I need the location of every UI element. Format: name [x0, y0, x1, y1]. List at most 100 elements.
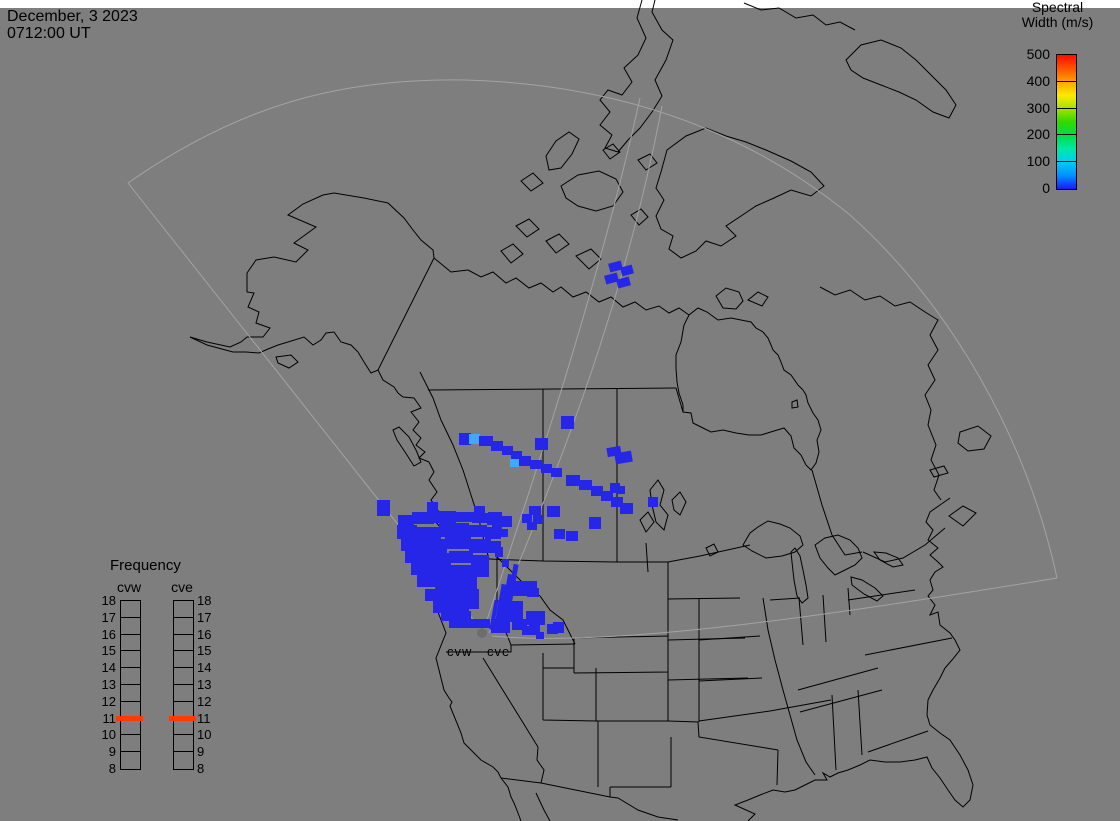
echo-cell: [561, 416, 574, 429]
echo-cell: [437, 577, 461, 589]
echo-cell: [491, 441, 503, 451]
echo-cell: [601, 491, 613, 501]
echo-cell: [405, 551, 425, 563]
echo-cell: [530, 460, 542, 469]
echo-cell: [415, 527, 441, 539]
frequency-tick-label: 8: [197, 761, 205, 776]
colorbar-tick-label: 500: [1026, 46, 1050, 62]
frequency-scale-line: [174, 684, 193, 685]
colorbar-title: Spectral Width (m/s): [1000, 0, 1115, 30]
echo-cell: [445, 537, 471, 549]
echo-cell: [535, 438, 548, 450]
echo-cell: [471, 555, 489, 567]
frequency-scale-line: [121, 684, 140, 685]
colorbar-segment-line: [1057, 161, 1076, 162]
frequency-tick-label: 8: [108, 761, 116, 776]
echo-cell: [610, 483, 620, 493]
echo-cell: [500, 529, 508, 537]
echo-cell: [579, 480, 592, 490]
echo-cell: [467, 525, 487, 537]
frequency-scale-line: [121, 667, 140, 668]
echo-cell: [467, 599, 479, 609]
fov-cve-south-edge: [491, 577, 1058, 639]
colorbar-segment-line: [1057, 134, 1076, 135]
frequency-tick-label: 11: [102, 710, 117, 726]
frequency-marker-cvw: [116, 715, 143, 721]
echo-cell: [401, 537, 419, 551]
frequency-tick-label: 17: [101, 609, 116, 625]
echo-cell: [441, 611, 459, 621]
echo-cell: [547, 624, 558, 634]
echo-cell: [498, 516, 512, 527]
frequency-tick-label: 9: [108, 744, 116, 760]
echo-cell: [536, 632, 544, 639]
time-text: 0712:00 UT: [7, 25, 91, 42]
frequency-scale-line: [174, 701, 193, 702]
frequency-tick-label: 12: [197, 693, 212, 709]
echo-cell: [425, 589, 447, 601]
echo-cell: [431, 565, 457, 577]
frequency-scale-line: [174, 617, 193, 618]
echo-cell: [505, 601, 523, 622]
colorbar-tick-label: 200: [1026, 126, 1050, 143]
echo-cell: [495, 547, 503, 557]
echo-cell: [472, 513, 490, 523]
echo-cell: [529, 506, 541, 515]
echo-cell: [488, 512, 502, 523]
colorbar-tick-label: 0: [1042, 180, 1050, 196]
echo-cell: [620, 264, 634, 277]
colorbar-tick-label: 100: [1026, 153, 1050, 170]
frequency-legend-title: Frequency: [110, 557, 181, 574]
timestamp-block: December, 3 2023 0712:00 UT: [7, 8, 138, 42]
frequency-scale-line: [174, 634, 193, 635]
echo-cell: [527, 522, 537, 530]
echo-cell: [566, 475, 580, 486]
echo-cell: [614, 450, 633, 465]
map-radar-label-cvw: cvw: [447, 644, 473, 659]
echo-cell: [591, 486, 603, 496]
frequency-tick-label: 15: [101, 643, 116, 659]
frequency-scale-line: [121, 617, 140, 618]
frequency-tick-label: 14: [101, 660, 116, 676]
echo-cell: [620, 503, 633, 514]
plot-background: [0, 8, 1120, 821]
colorbar-tick-label: 300: [1026, 99, 1050, 116]
frequency-tick-label: 15: [197, 643, 212, 659]
echo-cell: [459, 577, 477, 589]
echo-cell: [479, 436, 493, 446]
frequency-tick-label: 13: [197, 677, 212, 692]
echo-cell: [533, 515, 543, 524]
frequency-tick-label: 13: [101, 677, 116, 692]
echo-cell: [455, 565, 477, 577]
echo-cell: [566, 531, 578, 541]
frequency-tick-label: 9: [197, 744, 205, 760]
frequency-tick-label: 16: [101, 626, 116, 642]
echo-cell: [439, 523, 469, 537]
echo-cell: [519, 456, 531, 466]
echo-cell: [512, 619, 527, 630]
frequency-tick-label: 14: [197, 660, 212, 676]
echo-cell: [451, 601, 469, 611]
frequency-scale-cvw: [120, 600, 141, 770]
frequency-tick-label: 16: [197, 626, 212, 642]
echo-cell: [433, 601, 453, 613]
frequency-tick-label: 10: [197, 727, 212, 743]
frequency-scale-line: [174, 667, 193, 668]
echo-cell: [494, 583, 507, 627]
echo-cell: [397, 525, 417, 539]
echo-cell: [474, 506, 485, 517]
echo-cell: [427, 502, 438, 514]
radar-site-marker: [477, 628, 487, 638]
echo-cell: [454, 512, 474, 522]
echo-cell: [502, 446, 513, 455]
frequency-scale-line: [121, 751, 140, 752]
frequency-scale-line: [174, 650, 193, 651]
echo-cell: [648, 497, 658, 507]
echo-cell: [611, 497, 623, 507]
echo-layer: [377, 260, 658, 639]
colorbar-segment-line: [1057, 108, 1076, 109]
frequency-tick-label: 11: [197, 710, 211, 726]
echo-cell: [492, 519, 502, 529]
